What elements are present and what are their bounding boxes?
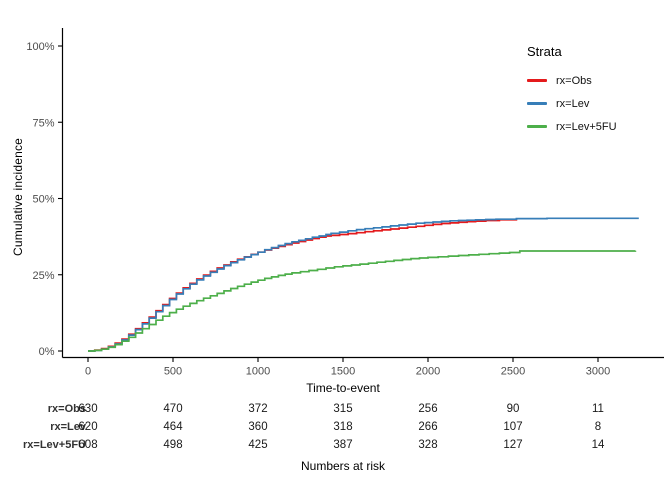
legend-item-obs[interactable]: rx=Obs [527,69,617,92]
risk-count-cell: 425 [248,439,267,451]
y-tick-label: 50% [32,194,54,206]
risk-count-cell: 11 [592,403,604,415]
risk-count-cell: 8 [595,421,601,433]
risk-count-cell: 470 [163,403,182,415]
x-tick-label: 500 [164,366,182,378]
risk-row-label: rx=Lev [50,421,87,433]
risk-count-cell: 328 [418,439,437,451]
risk-table-caption: Numbers at risk [300,459,386,473]
series-curve-rx-lev [88,217,639,352]
series-curve-rx-lev-5fu [88,250,637,352]
legend-key-line-icon [527,79,547,82]
y-tick-label: 100% [26,41,54,53]
risk-count-cell: 620 [78,421,97,433]
legend-key-line-icon [527,125,547,128]
legend-item-lev[interactable]: rx=Lev [527,92,617,115]
risk-count-cell: 498 [163,439,182,451]
y-tick-label: 25% [32,270,54,282]
x-tick-label: 2500 [501,366,525,378]
risk-count-cell: 127 [503,439,522,451]
risk-row-label: rx=Obs [48,403,86,415]
legend-item-label: rx=Lev+5FU [556,120,617,133]
legend-key-line-icon [527,102,547,105]
legend-item-lev5fu[interactable]: rx=Lev+5FU [527,115,617,138]
risk-count-cell: 90 [507,403,520,415]
x-tick-label: 1500 [331,366,355,378]
risk-count-cell: 630 [78,403,97,415]
risk-count-cell: 608 [78,439,97,451]
y-tick-label: 0% [39,346,55,358]
risk-count-cell: 14 [592,439,605,451]
series-curve-rx-obs [88,218,518,352]
x-tick-label: 0 [85,366,91,378]
y-axis-title: Cumulative incidence [11,137,25,257]
x-axis-title: Time-to-event [306,381,380,395]
legend-item-label: rx=Obs [556,74,592,87]
risk-count-cell: 107 [503,421,522,433]
x-tick-label: 3000 [586,366,610,378]
legend-item-label: rx=Lev [556,97,590,110]
risk-count-cell: 387 [333,439,352,451]
risk-count-cell: 256 [418,403,437,415]
risk-count-cell: 360 [248,421,267,433]
legend: Strata rx=Obs rx=Lev rx=Lev+5FU [527,44,617,138]
y-tick-label: 75% [32,117,54,129]
risk-count-cell: 318 [333,421,352,433]
risk-count-cell: 315 [333,403,352,415]
risk-row-label: rx=Lev+5FU [23,439,86,451]
risk-count-cell: 464 [163,421,183,433]
x-tick-label: 2000 [416,366,440,378]
risk-count-cell: 266 [418,421,437,433]
legend-title: Strata [527,44,562,59]
risk-count-cell: 372 [248,403,267,415]
x-tick-label: 1000 [246,366,270,378]
